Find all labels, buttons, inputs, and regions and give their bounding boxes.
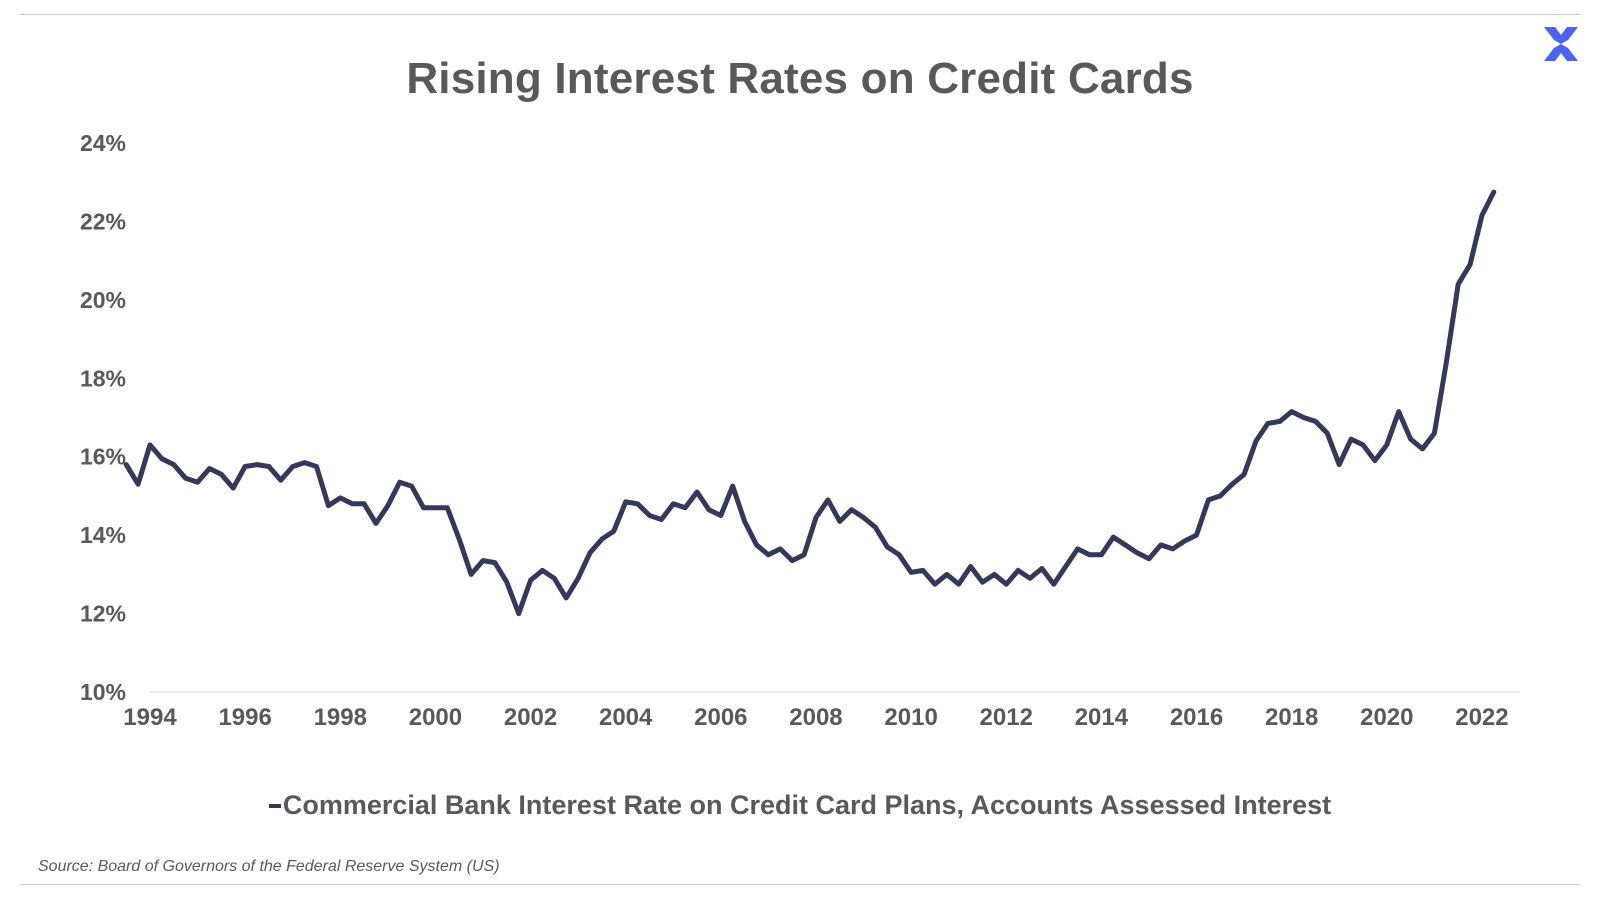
x-tick-label: 2006	[694, 704, 747, 731]
x-tick-label: 2004	[599, 704, 653, 731]
brand-x-icon	[1544, 27, 1578, 61]
x-tick-label: 2000	[409, 704, 462, 731]
y-tick-label: 14%	[80, 522, 126, 548]
x-tick-label: 2012	[980, 704, 1033, 731]
y-axis-ticks: 10% 12% 14% 16% 18% 20% 22% 24%	[80, 130, 126, 705]
x-tick-label: 2002	[504, 704, 557, 731]
x-tick-label: 2020	[1360, 704, 1413, 731]
x-tick-label: 2022	[1455, 704, 1508, 731]
series-line	[123, 189, 1497, 617]
x-tick-label: 2008	[789, 704, 842, 731]
x-tick-label: 2018	[1265, 704, 1318, 731]
legend-label: Commercial Bank Interest Rate on Credit …	[282, 790, 1332, 820]
bottom-rule	[20, 884, 1580, 885]
y-tick-label: 12%	[80, 601, 126, 627]
y-tick-label: 20%	[80, 287, 126, 313]
x-tick-label: 2016	[1170, 704, 1223, 731]
legend: Commercial Bank Interest Rate on Credit …	[0, 790, 1600, 821]
y-tick-label: 22%	[80, 208, 126, 234]
x-tick-label: 2014	[1075, 704, 1129, 731]
y-tick-label: 10%	[80, 679, 126, 705]
x-tick-label: 1998	[314, 704, 367, 731]
x-tick-label: 1996	[218, 704, 271, 731]
x-axis-ticks: 1994 1996 1998 2000 2002 2004 2006 2008 2010 2012…	[123, 704, 1508, 731]
chart-title: Rising Interest Rates on Credit Cards	[406, 54, 1194, 103]
line-chart: 10% 12% 14% 16% 18% 20% 22% 24% 1994 1996 1998 200…	[80, 130, 1520, 731]
series-layer	[123, 189, 1497, 617]
y-tick-label: 24%	[80, 130, 126, 156]
y-tick-label: 16%	[80, 444, 126, 470]
legend-swatch	[268, 803, 281, 808]
source-note: Source: Board of Governors of the Federa…	[38, 858, 500, 875]
top-rule	[20, 14, 1580, 15]
x-tick-label: 1994	[123, 704, 177, 731]
x-tick-label: 2010	[884, 704, 937, 731]
y-tick-label: 18%	[80, 365, 126, 391]
